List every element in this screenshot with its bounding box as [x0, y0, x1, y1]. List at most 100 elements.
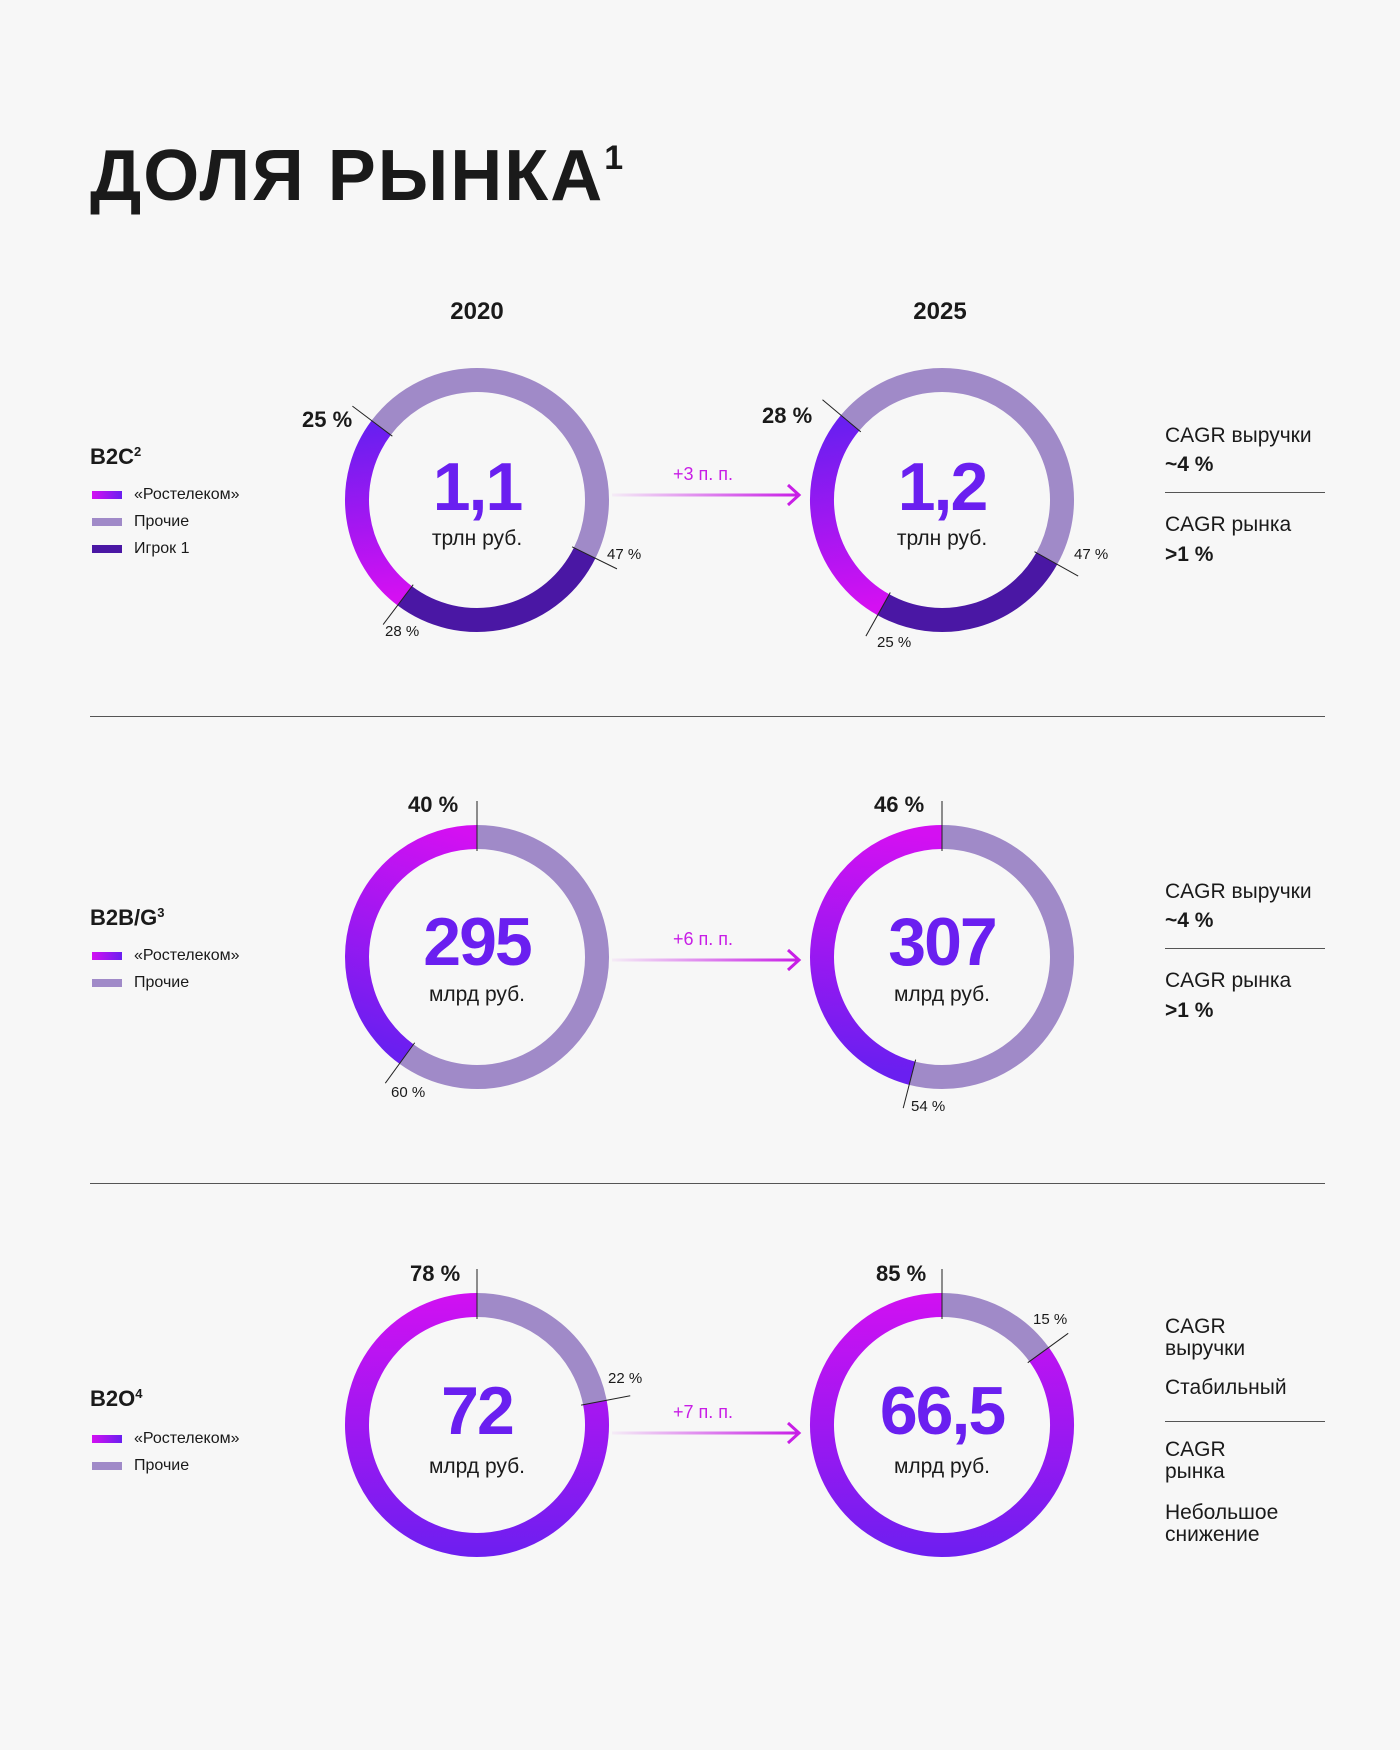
legend-item-others: Прочие: [92, 974, 189, 992]
section-name: B2O: [90, 1386, 136, 1411]
data-label: 25 %: [877, 634, 912, 651]
data-label: 78 %: [410, 1261, 461, 1286]
label-line: CAGR: [1165, 1438, 1226, 1461]
legend-label: «Ростелеком»: [134, 1430, 240, 1447]
legend-item-others: Прочие: [92, 1457, 189, 1475]
legend-item-player1: Игрок 1: [92, 540, 189, 558]
legend-swatch: [92, 952, 122, 960]
cagr-market-value: >1 %: [1165, 999, 1214, 1022]
legend-label: Прочие: [134, 1457, 190, 1474]
data-label: 46 %: [874, 792, 925, 817]
year-2020-header: 2020: [450, 298, 504, 325]
legend-item-rostelecom: «Ростелеком»: [92, 486, 240, 504]
data-label: 54 %: [911, 1098, 946, 1115]
section-name: B2B/G: [90, 905, 158, 930]
delta-label: +6 п. п.: [672, 929, 734, 949]
donut-segment-rostelecom: [345, 825, 478, 1064]
total-value: 1,1: [432, 449, 524, 525]
segment-tick: [581, 1395, 631, 1406]
section-name: B2C: [90, 444, 135, 469]
donut-segment-others: [909, 825, 1074, 1089]
segment-tick: [865, 592, 891, 637]
cagr-market-value: Небольшое снижение: [1165, 1502, 1278, 1546]
label-line: рынка: [1165, 1460, 1225, 1483]
total-unit: трлн руб.: [431, 527, 523, 550]
total-value: 66,5: [879, 1373, 1006, 1449]
data-label: 22 %: [608, 1370, 643, 1387]
value-line: Небольшое: [1165, 1501, 1279, 1524]
segment-tick: [571, 546, 618, 570]
legend-swatch: [92, 979, 122, 987]
total-value: 307: [888, 904, 997, 980]
total-value: 72: [441, 1373, 515, 1449]
footnote: 3: [157, 905, 165, 920]
legend-label: Прочие: [134, 974, 190, 991]
cagr-market-label: CAGR рынка: [1165, 513, 1292, 536]
donut-segment-rostelecom: [345, 1293, 609, 1557]
legend-swatch: [92, 1462, 122, 1470]
value-line: снижение: [1165, 1523, 1260, 1546]
donut-segment-rostelecom: [810, 825, 943, 1085]
data-label: 60 %: [391, 1084, 426, 1101]
arrow-icon: [612, 948, 802, 972]
data-label: 47 %: [1074, 546, 1109, 563]
data-label: 85 %: [876, 1261, 927, 1286]
total-unit: млрд руб.: [893, 983, 991, 1006]
footnote: 4: [135, 1386, 143, 1401]
cagr-market-label: CAGR рынка: [1165, 969, 1292, 992]
donut-segment-others: [840, 368, 1074, 565]
cagr-revenue-value: ~4 %: [1165, 453, 1214, 476]
legend-item-others: Прочие: [92, 513, 189, 531]
divider: [1165, 1421, 1325, 1422]
donut-segment-rostelecom: [810, 415, 890, 616]
year-2025-header: 2025: [913, 298, 967, 325]
divider: [1165, 492, 1325, 493]
section-label-b2o: B2O4: [90, 1386, 142, 1412]
section-label-b2bg: B2B/G3: [90, 905, 164, 931]
cagr-revenue-label: CAGR выручки: [1165, 880, 1312, 903]
legend-swatch: [92, 518, 122, 526]
segment-tick: [902, 1059, 917, 1109]
cagr-market-label: CAGR рынка: [1165, 1439, 1226, 1483]
legend-swatch: [92, 545, 122, 553]
label-line: CAGR: [1165, 1315, 1226, 1338]
footnote: 2: [134, 444, 142, 459]
donut-segment-others: [371, 368, 609, 559]
arrow-icon: [612, 483, 802, 507]
label-line: выручки: [1165, 1337, 1246, 1360]
cagr-revenue-label: CAGR выручки: [1165, 1316, 1245, 1360]
title-footnote: 1: [604, 139, 626, 177]
data-label: 47 %: [607, 546, 642, 563]
cagr-market-value: >1 %: [1165, 543, 1214, 566]
data-label: 25 %: [302, 407, 353, 432]
data-label: 15 %: [1033, 1311, 1068, 1328]
legend-swatch: [92, 491, 122, 499]
legend-swatch: [92, 1435, 122, 1443]
arrow-icon: [612, 1421, 802, 1445]
divider: [1165, 948, 1325, 949]
segment-tick: [1034, 551, 1079, 577]
segment-tick: [384, 1042, 416, 1084]
data-label: 28 %: [385, 623, 420, 640]
section-divider: [90, 716, 1325, 717]
total-unit: млрд руб.: [428, 1455, 526, 1478]
segment-tick: [1027, 1332, 1069, 1364]
donut-segment-rostelecom: [810, 1293, 1074, 1557]
delta-label: +7 п. п.: [672, 1402, 734, 1422]
legend-item-rostelecom: «Ростелеком»: [92, 947, 240, 965]
cagr-revenue-value: ~4 %: [1165, 909, 1214, 932]
legend-label: «Ростелеком»: [134, 486, 240, 503]
donut-segment-others: [941, 1293, 1049, 1362]
donut-segment-rostelecom: [345, 420, 413, 606]
page-title: ДОЛЯ РЫНКА1: [90, 135, 625, 217]
total-value: 1,2: [897, 449, 989, 525]
cagr-revenue-label: CAGR выручки: [1165, 424, 1312, 447]
total-unit: млрд руб.: [893, 1455, 991, 1478]
segment-tick: [352, 405, 393, 437]
segment-tick: [382, 584, 414, 625]
legend-label: Игрок 1: [134, 540, 190, 557]
section-label-b2c: B2C2: [90, 444, 141, 470]
section-divider: [90, 1183, 1325, 1184]
donut-segment-player1: [877, 552, 1058, 632]
